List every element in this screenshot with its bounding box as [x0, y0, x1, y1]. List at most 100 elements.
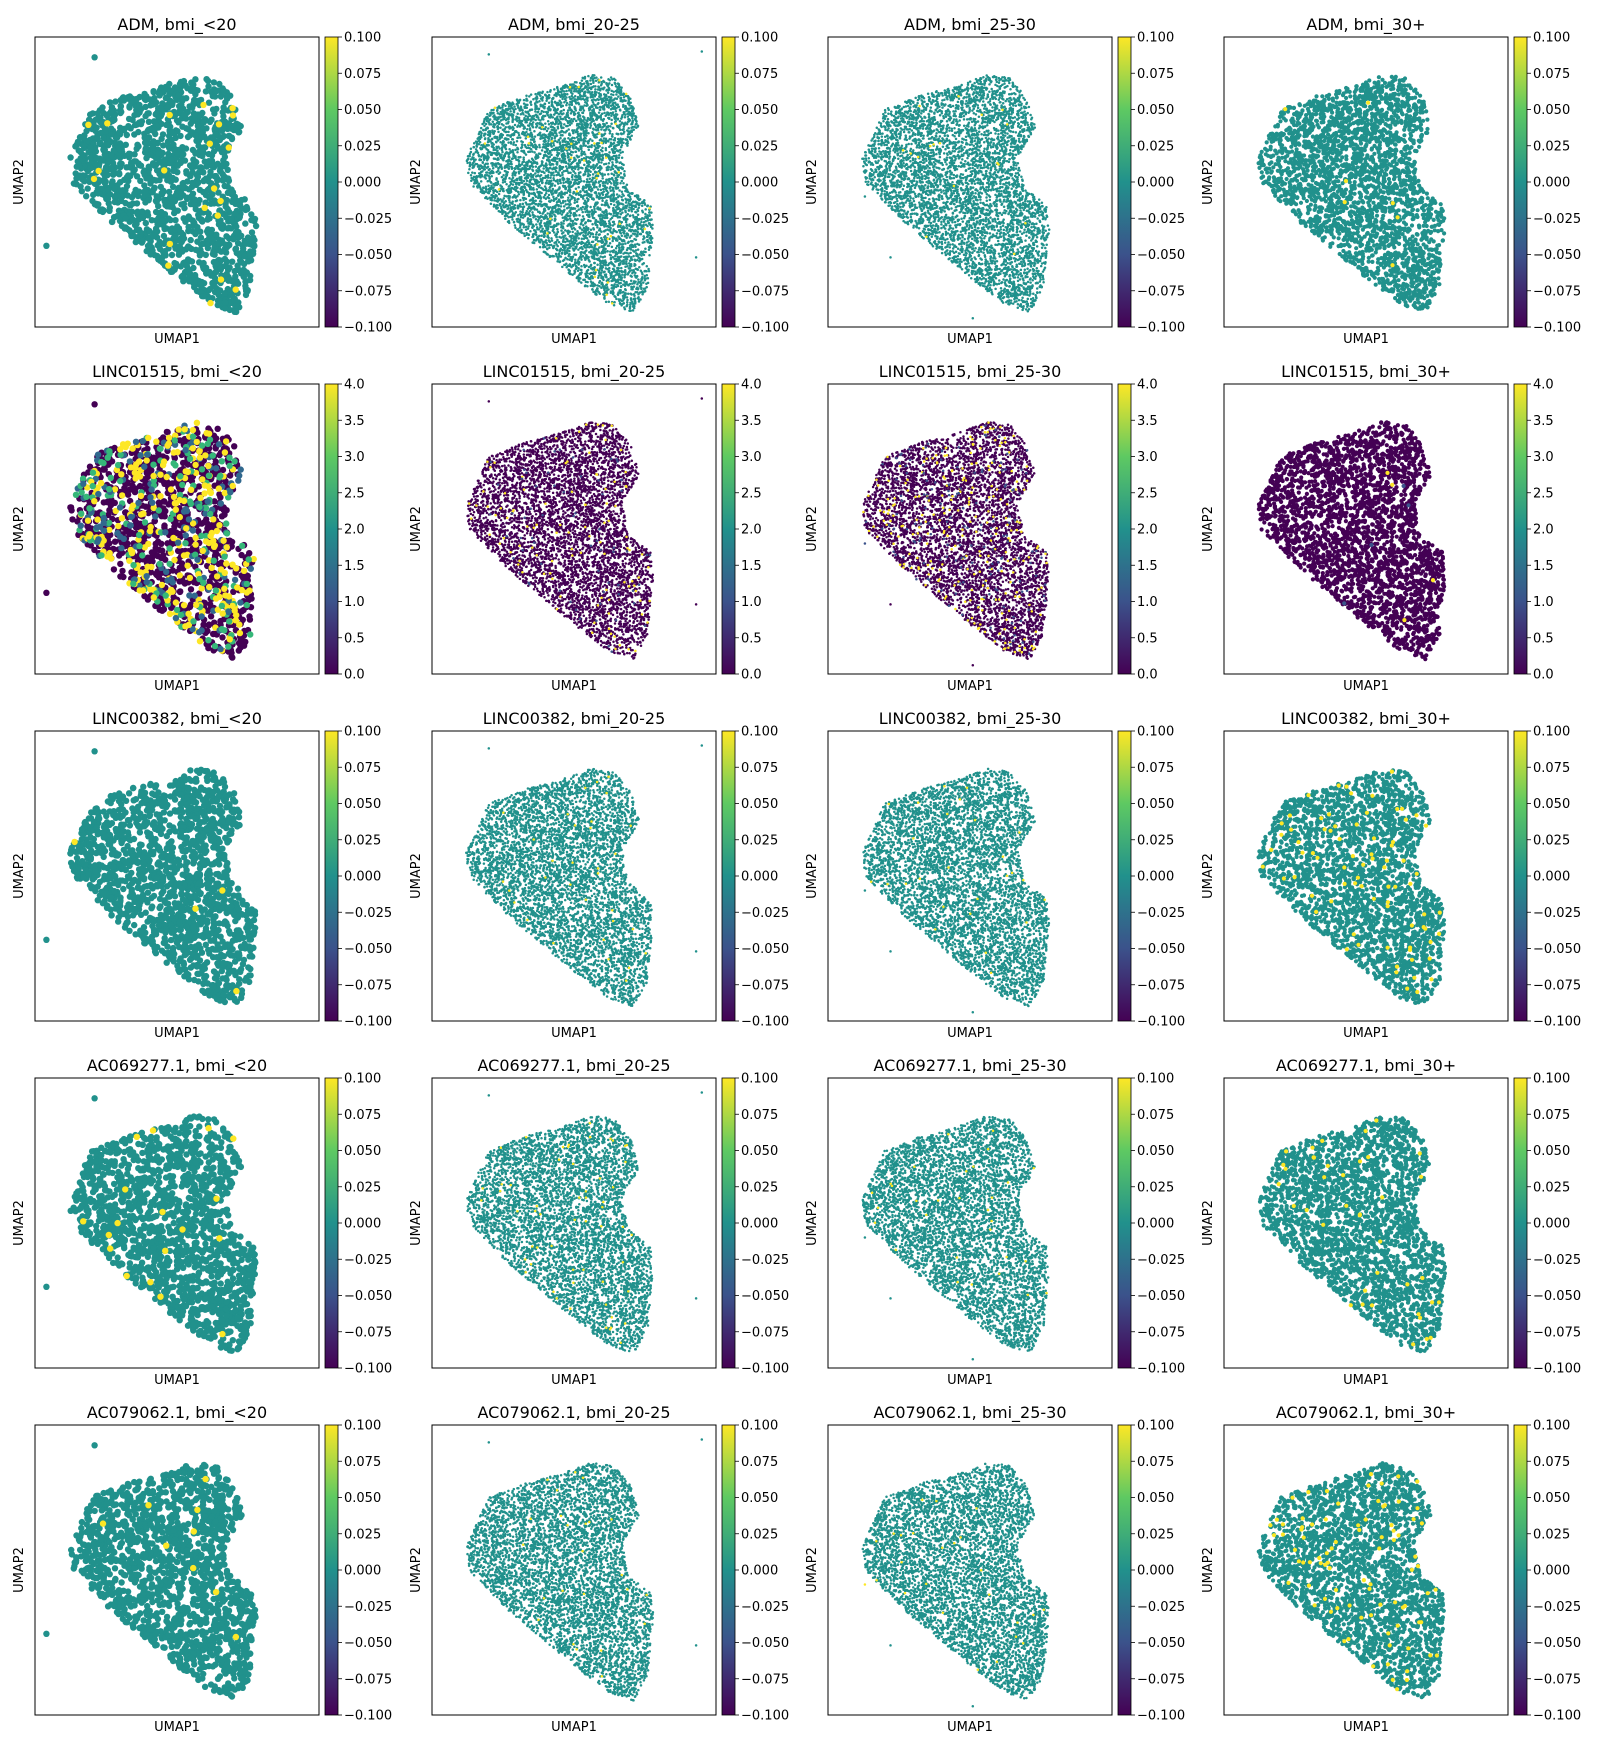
cell-point: [109, 219, 115, 225]
cell-point: [94, 136, 100, 142]
cell-point: [79, 188, 85, 194]
cell-point: [108, 152, 114, 158]
cell-point: [137, 231, 143, 237]
cell-point: [81, 178, 87, 184]
cell-point: [250, 251, 256, 257]
cell-point: [222, 299, 228, 305]
cell-point: [171, 234, 177, 240]
cell-point: [131, 158, 137, 164]
cell-point: [229, 134, 235, 140]
cell-point: [131, 191, 137, 197]
cell-point: [131, 151, 137, 157]
cell-point: [158, 209, 164, 215]
cell-point: [237, 214, 243, 220]
cell-point: [233, 223, 239, 229]
cell-point: [180, 278, 186, 284]
cell-point: [75, 139, 81, 145]
cell-point: [163, 84, 169, 90]
cell-point: [157, 246, 163, 252]
cell-point: [158, 136, 164, 142]
cell-point: [176, 225, 182, 231]
cell-point: [104, 172, 110, 178]
cell-point: [93, 201, 99, 207]
cell-point: [234, 125, 240, 131]
cell-point: [213, 232, 219, 238]
cell-point: [81, 132, 87, 138]
cell-point: [74, 164, 80, 170]
cell-point: [201, 119, 207, 125]
cell-point: [233, 245, 239, 251]
cell-point: [159, 254, 165, 260]
cell-point: [85, 185, 91, 191]
cell-point: [185, 228, 191, 234]
cell-point: [180, 272, 186, 278]
cell-point: [222, 99, 228, 105]
cell-point: [145, 128, 151, 134]
cell-point: [118, 161, 124, 167]
cell-point: [245, 258, 251, 264]
cell-point: [150, 101, 156, 107]
cell-point: [193, 132, 199, 138]
cell-point: [178, 201, 184, 207]
cell-point: [150, 144, 156, 150]
cell-point: [170, 141, 176, 147]
cell-point: [215, 302, 221, 308]
cell-point: [213, 106, 219, 112]
cell-point: [126, 103, 132, 109]
cell-point: [162, 198, 168, 204]
cell-point: [67, 154, 73, 160]
cell-point: [132, 167, 138, 173]
cell-point: [83, 193, 89, 199]
cell-point: [185, 134, 191, 140]
cell-point: [217, 287, 223, 293]
cell-point: [220, 177, 226, 183]
cell-point: [136, 102, 142, 108]
cell-point: [213, 173, 219, 179]
cell-point: [211, 148, 217, 154]
cell-point: [183, 95, 189, 101]
cell-point: [222, 183, 228, 189]
cell-point: [221, 133, 227, 139]
cell-point: [190, 265, 196, 271]
cell-point: [220, 87, 226, 93]
cell-point: [211, 79, 217, 85]
cell-point: [163, 95, 169, 101]
cell-point: [125, 172, 131, 178]
cell-point: [142, 93, 148, 99]
cell-point: [139, 118, 145, 124]
cell-point: [217, 168, 223, 174]
cell-point: [150, 160, 156, 166]
cell-point: [228, 188, 234, 194]
cell-point: [168, 128, 174, 134]
cell-point: [193, 247, 199, 253]
cell-point: [133, 239, 139, 245]
cell-point: [150, 138, 156, 144]
panel-title: ADM, bmi_<20: [117, 15, 236, 35]
cell-point: [119, 187, 125, 193]
cell-point: [222, 241, 228, 247]
cell-point: [146, 110, 152, 116]
cell-point: [154, 110, 160, 116]
cell-point: [122, 225, 128, 231]
cell-point: [126, 151, 132, 157]
cell-point: [205, 187, 211, 193]
cell-point: [186, 278, 192, 284]
cell-point: [249, 229, 255, 235]
cell-point: [212, 93, 218, 99]
cell-point: [117, 140, 123, 146]
cell-point: [235, 240, 241, 246]
cell-point: [218, 249, 224, 255]
cell-point: [140, 215, 146, 221]
cell-point: [108, 108, 114, 114]
cell-point: [207, 286, 213, 292]
cell-point: [226, 178, 232, 184]
cell-point: [126, 124, 132, 130]
cell-point: [134, 173, 140, 179]
cell-point: [173, 177, 179, 183]
cell-point: [214, 88, 220, 94]
cell-point: [181, 235, 187, 241]
cell-point: [160, 142, 166, 148]
cell-point: [147, 151, 153, 157]
cell-point: [107, 205, 113, 211]
